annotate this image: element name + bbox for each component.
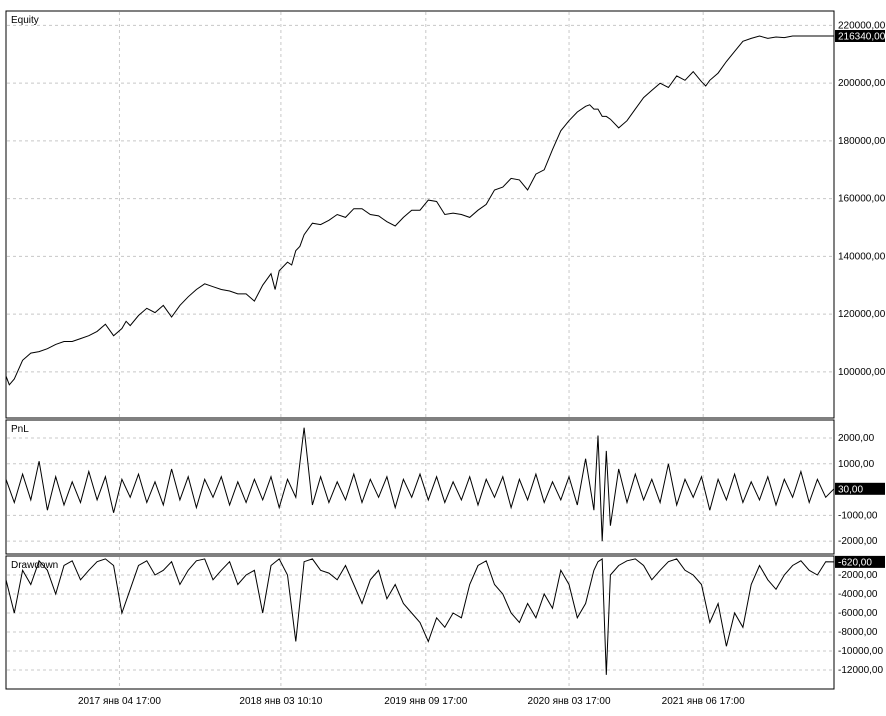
pnl-ytick-label: 1000,00 [838, 459, 875, 470]
equity-ytick-label: 220000,00 [838, 20, 886, 31]
drawdown-series-line [5, 557, 835, 675]
pnl-pane-title: PnL [11, 424, 29, 435]
equity-ytick-label: 140000,00 [838, 251, 886, 262]
x-axis-tick-label: 2021 янв 06 17:00 [662, 696, 745, 707]
drawdown-ytick-label: -12000,00 [838, 665, 883, 676]
x-axis-tick-label: 2019 янв 09 17:00 [384, 696, 467, 707]
equity-pane-frame [5, 10, 835, 419]
drawdown-last-value-label: -620,00 [838, 557, 872, 568]
equity-last-value-tag [835, 29, 885, 42]
equity-pane-title: Equity [11, 15, 39, 26]
drawdown-ytick-label: -10000,00 [838, 646, 883, 657]
drawdown-last-value-tag [835, 555, 885, 568]
drawdown-ytick-label: -6000,00 [838, 608, 878, 619]
equity-last-value-label: 216340,00 [838, 31, 886, 42]
equity-series-line [5, 35, 834, 386]
x-axis-tick-label: 2018 янв 03 10:10 [239, 696, 322, 707]
equity-ytick-label: 100000,00 [838, 367, 886, 378]
pnl-last-value-label: 30,00 [838, 484, 863, 495]
drawdown-ytick-label: -4000,00 [838, 589, 878, 600]
x-axis-tick-label: 2017 янв 04 17:00 [78, 696, 161, 707]
equity-ytick-label: 160000,00 [838, 194, 886, 205]
pnl-series-line [5, 427, 835, 542]
pnl-pane-frame [5, 419, 835, 555]
pnl-ytick-label: -2000,00 [838, 536, 878, 547]
x-axis-tick-label: 2020 янв 03 17:00 [528, 696, 611, 707]
drawdown-ytick-label: -2000,00 [838, 570, 878, 581]
equity-ytick-label: 200000,00 [838, 78, 886, 89]
drawdown-pane-title: Drawdown [11, 560, 58, 571]
pnl-ytick-label: 2000,00 [838, 433, 875, 444]
pnl-last-value-tag [835, 482, 885, 495]
equity-ytick-label: 120000,00 [838, 309, 886, 320]
drawdown-ytick-label: -8000,00 [838, 627, 878, 638]
equity-ytick-label: 180000,00 [838, 136, 886, 147]
pnl-ytick-label: -1000,00 [838, 510, 878, 521]
